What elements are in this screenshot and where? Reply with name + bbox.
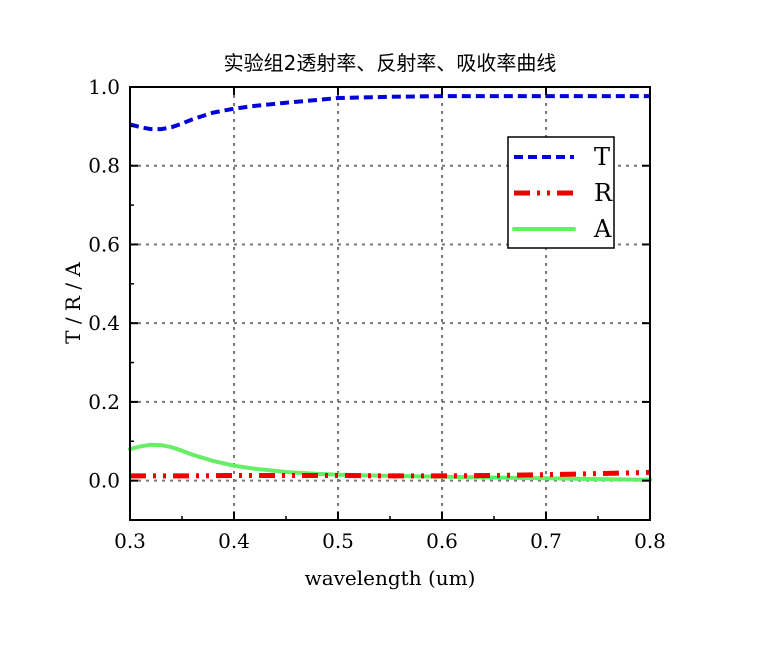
y-tick-label: 0.8 (88, 154, 120, 178)
x-axis-label: wavelength (um) (305, 566, 476, 590)
y-tick-label: 0.2 (88, 390, 120, 414)
x-tick-label: 0.3 (114, 529, 146, 553)
x-tick-label: 0.6 (426, 529, 458, 553)
series-line-T (129, 94, 650, 132)
series-line-A (128, 442, 652, 482)
legend-label-A: A (593, 215, 612, 243)
series-layer (128, 94, 652, 482)
y-tick-label: 1.0 (88, 75, 120, 99)
y-axis-label: T / R / A (61, 262, 85, 344)
y-tick-label: 0.6 (88, 232, 120, 256)
legend: TRA (507, 136, 615, 249)
x-tick-label: 0.5 (322, 529, 354, 553)
legend-label-R: R (594, 179, 613, 207)
y-tick-label: 0.4 (88, 311, 120, 335)
x-tick-label: 0.7 (530, 529, 562, 553)
legend-label-T: T (594, 143, 610, 171)
ticks: 0.3 0.4 0.5 0.6 0.7 0.8 0.0 0.2 0.4 0.6 0.8 1.0 (88, 75, 666, 553)
x-tick-label: 0.8 (634, 529, 666, 553)
y-tick-label: 0.0 (88, 469, 120, 493)
series-line-R (130, 469, 651, 479)
chart-title: 实验组2透射率、反射率、吸收率曲线 (224, 51, 557, 75)
x-tick-label: 0.4 (218, 529, 250, 553)
